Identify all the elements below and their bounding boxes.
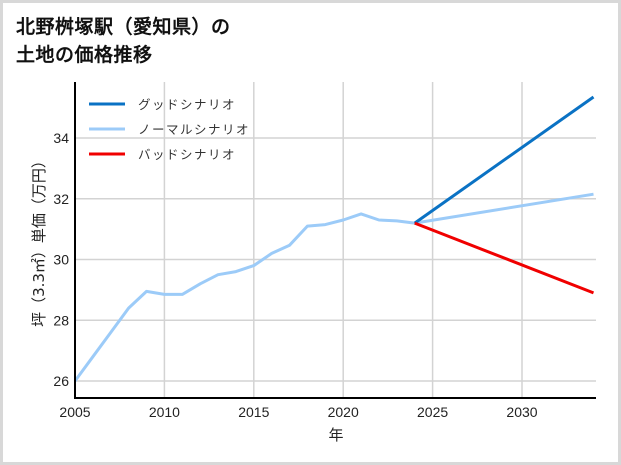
chart-title: 北野桝塚駅（愛知県）の 土地の価格推移 — [16, 16, 231, 66]
x-tick-label: 2005 — [59, 404, 90, 420]
y-tick-label: 26 — [53, 373, 69, 389]
series-line-2 — [414, 221, 595, 295]
y-tick-label: 34 — [53, 130, 69, 146]
legend-item: バッドシナリオ — [89, 147, 236, 162]
tick-labels: 2005 2010 2015 2020 2025 2030 26 28 30 32 34 — [53, 130, 537, 420]
x-tick-label: 2010 — [149, 404, 180, 420]
x-tick-label: 2015 — [238, 404, 269, 420]
y-tick-label: 30 — [53, 252, 69, 268]
y-tick-label: 32 — [53, 191, 69, 207]
svg-text:ノーマルシナリオ: ノーマルシナリオ — [138, 122, 250, 137]
svg-text:グッドシナリオ: グッドシナリオ — [138, 97, 236, 112]
series-line-1 — [73, 192, 594, 382]
series-line-0 — [413, 95, 595, 225]
svg-text:バッドシナリオ: バッドシナリオ — [138, 147, 236, 162]
x-tick-label: 2030 — [506, 404, 537, 420]
y-axis-label: 坪（3.3㎡）単価（万円） — [30, 153, 48, 327]
x-tick-label: 2020 — [328, 404, 359, 420]
series-lines — [73, 95, 595, 382]
legend-item: グッドシナリオ — [89, 97, 236, 112]
x-tick-label: 2025 — [417, 404, 448, 420]
axes — [74, 82, 596, 399]
legend-item: ノーマルシナリオ — [89, 122, 250, 137]
y-tick-label: 28 — [53, 312, 69, 328]
x-axis-label: 年 — [328, 426, 343, 444]
